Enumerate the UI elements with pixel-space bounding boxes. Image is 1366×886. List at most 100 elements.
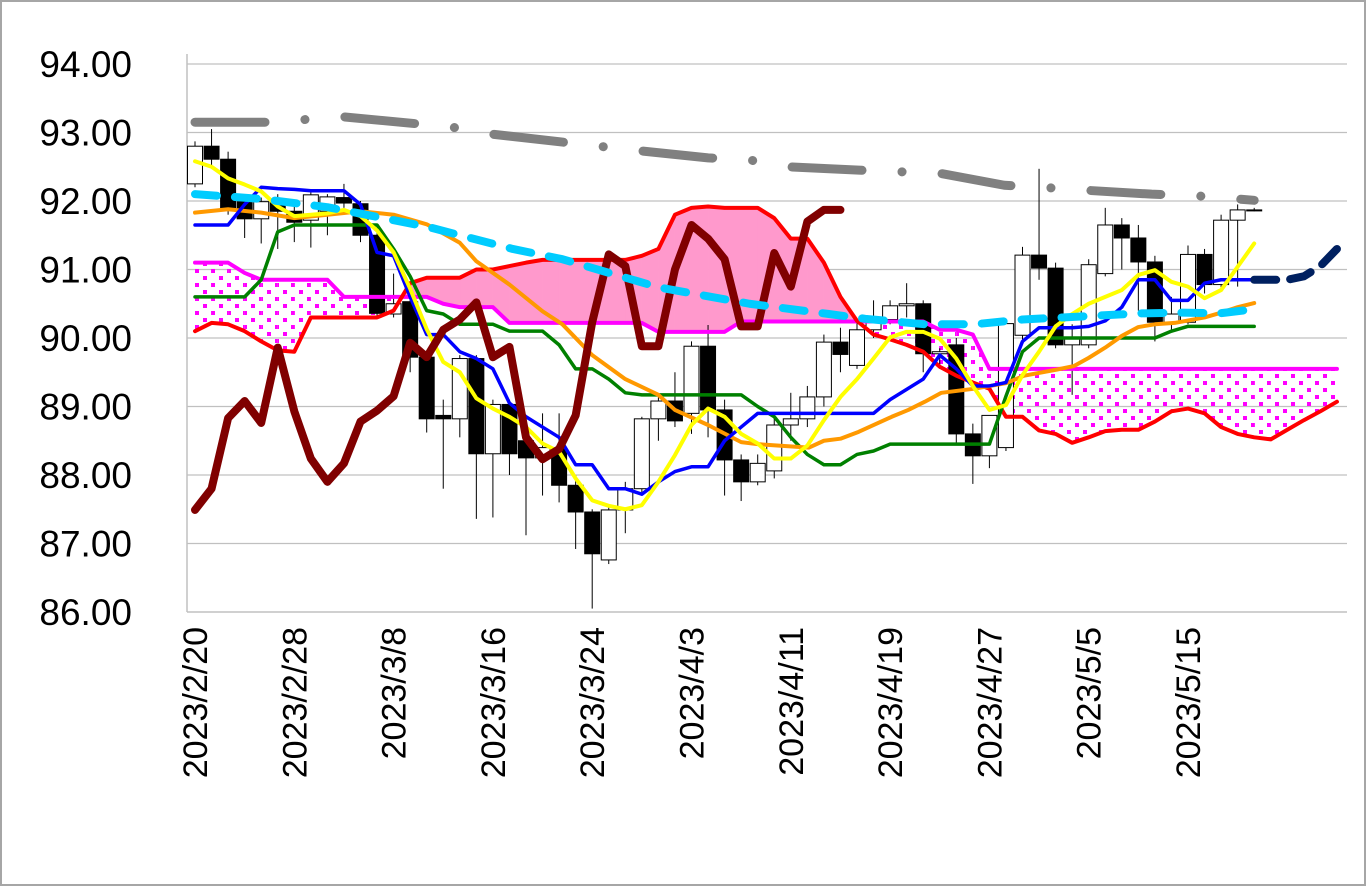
tenkan-line	[193, 185, 1256, 496]
indicator-lines	[190, 112, 1341, 514]
cloud-bearish-segment	[327, 279, 344, 318]
candle-bullish	[882, 305, 899, 321]
x-tick-label: 2023/4/19	[872, 627, 910, 778]
cloud-bearish-segment	[1221, 368, 1238, 434]
cloud-bearish-segment	[211, 262, 229, 325]
cloud-bullish-segment	[641, 248, 659, 333]
candle-bearish	[203, 145, 220, 160]
cloud-bearish-segment	[310, 279, 328, 318]
candle-bearish	[1196, 253, 1213, 286]
y-tick-label: 86.00	[39, 592, 132, 633]
cloud-bearish-segment	[1138, 368, 1155, 430]
y-tick-label: 87.00	[39, 524, 132, 565]
candle-bearish	[700, 345, 717, 411]
x-tick-label: 2023/2/28	[276, 627, 314, 778]
candle-bullish	[815, 341, 832, 398]
x-tick-label: 2023/5/5	[1071, 627, 1109, 759]
candle-bearish	[1130, 237, 1147, 263]
cloud-bearish-segment	[972, 334, 990, 389]
candle-bearish	[220, 158, 237, 211]
candle-bearish	[1113, 224, 1130, 239]
cloud-bearish-segment	[1105, 368, 1122, 432]
candle-bullish	[782, 418, 799, 426]
candle-bullish	[799, 396, 816, 420]
candle-bearish	[435, 414, 452, 420]
cloud-bearish-segment	[261, 279, 278, 351]
candle-bullish	[484, 403, 501, 455]
cloud-bullish-segment	[707, 206, 725, 333]
x-tick-label: 2023/4/27	[971, 627, 1009, 778]
cloud-bearish-segment	[1303, 368, 1321, 421]
senkou-span-b-line	[193, 260, 1339, 371]
cloud-bearish-segment	[1055, 368, 1073, 443]
cloud-bearish-segment	[343, 296, 361, 318]
candle-bullish	[849, 329, 865, 366]
cloud-bearish-segment	[294, 279, 311, 352]
y-tick-label: 94.00	[39, 44, 132, 85]
light-blue-dashed-line	[191, 190, 1259, 329]
y-axis-labels: 86.00 87.00 88.00 89.00 90.00 91.00 92.00 93.00…	[39, 44, 132, 633]
candle-bullish	[1229, 209, 1246, 221]
candle-bullish	[451, 358, 468, 420]
y-tick-label: 89.00	[39, 387, 132, 428]
orange-line-line	[193, 207, 1257, 450]
x-tick-label: 2023/5/15	[1170, 627, 1208, 778]
x-axis-labels: 2023/2/20 2023/2/28 2023/3/8 2023/3/16 2023/…	[177, 627, 1208, 778]
candle-bullish	[1246, 209, 1263, 212]
yellow-line-line	[193, 159, 1257, 512]
cloud-bearish-segment	[1072, 368, 1089, 443]
cloud-bearish-segment	[1204, 368, 1222, 428]
cloud-bearish-segment	[1188, 368, 1205, 414]
y-tick-label: 88.00	[39, 455, 132, 496]
y-tick-label: 92.00	[39, 181, 132, 222]
candle-bullish	[633, 418, 650, 490]
cloud-bearish-segment	[1270, 368, 1288, 440]
tenkan-projection-line	[1250, 244, 1341, 284]
cloud-bearish-segment	[1237, 368, 1255, 438]
cloud-bearish-segment	[1254, 368, 1271, 440]
cloud-bearish-segment	[1287, 368, 1304, 430]
cloud-bearish-segment	[1154, 368, 1172, 422]
chikou-line	[191, 205, 845, 514]
cloud-bullish-segment	[525, 259, 543, 324]
candle-bullish	[600, 509, 617, 561]
x-tick-label: 2023/4/11	[773, 627, 811, 776]
y-tick-label: 90.00	[39, 318, 132, 359]
candle-bearish	[567, 484, 584, 513]
candle-bearish	[733, 459, 750, 483]
candle-bearish	[418, 356, 435, 420]
candle-bearish	[468, 358, 485, 455]
candle-bearish	[1146, 261, 1163, 323]
candle-bearish	[915, 303, 932, 355]
candle-bullish	[1014, 254, 1031, 336]
y-tick-label: 93.00	[39, 113, 132, 154]
cloud-bearish-segment	[1320, 368, 1337, 412]
y-tick-label: 91.00	[39, 250, 132, 291]
x-tick-label: 2023/3/16	[475, 627, 513, 778]
cloud-bearish-segment	[1121, 368, 1139, 430]
candle-bullish	[766, 424, 783, 472]
cloud-bearish-segment	[1171, 368, 1188, 412]
cloud-bearish-segment	[1088, 368, 1106, 438]
candle-bullish	[1097, 224, 1114, 275]
cloud-bullish-segment	[558, 259, 576, 324]
cloud-bearish-segment	[1039, 368, 1056, 434]
candle-bullish	[650, 400, 667, 420]
cloud-bearish-segment	[244, 272, 262, 342]
candle-bearish	[584, 511, 601, 555]
x-tick-label: 2023/2/20	[177, 627, 215, 778]
gridlines	[186, 54, 1347, 613]
candle-bearish	[1031, 254, 1048, 269]
candle-bullish	[749, 462, 766, 483]
x-tick-label: 2023/3/8	[376, 627, 414, 759]
cloud-bearish-segment	[1022, 368, 1040, 431]
gray-dash-dot-line	[190, 112, 1259, 205]
candle-bullish	[898, 303, 915, 307]
senkou-span-a-line	[193, 204, 1339, 445]
candle-bullish	[683, 345, 700, 414]
x-tick-label: 2023/3/24	[574, 627, 612, 778]
candle-bullish	[981, 414, 998, 457]
candle-bearish	[501, 403, 518, 455]
